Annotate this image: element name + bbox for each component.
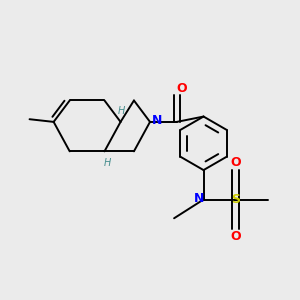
- Text: N: N: [152, 114, 162, 127]
- Text: O: O: [177, 82, 188, 95]
- Text: H: H: [118, 106, 126, 116]
- Text: N: N: [194, 192, 205, 205]
- Text: O: O: [230, 155, 241, 169]
- Text: S: S: [231, 193, 240, 206]
- Text: H: H: [103, 158, 111, 168]
- Text: O: O: [230, 230, 241, 244]
